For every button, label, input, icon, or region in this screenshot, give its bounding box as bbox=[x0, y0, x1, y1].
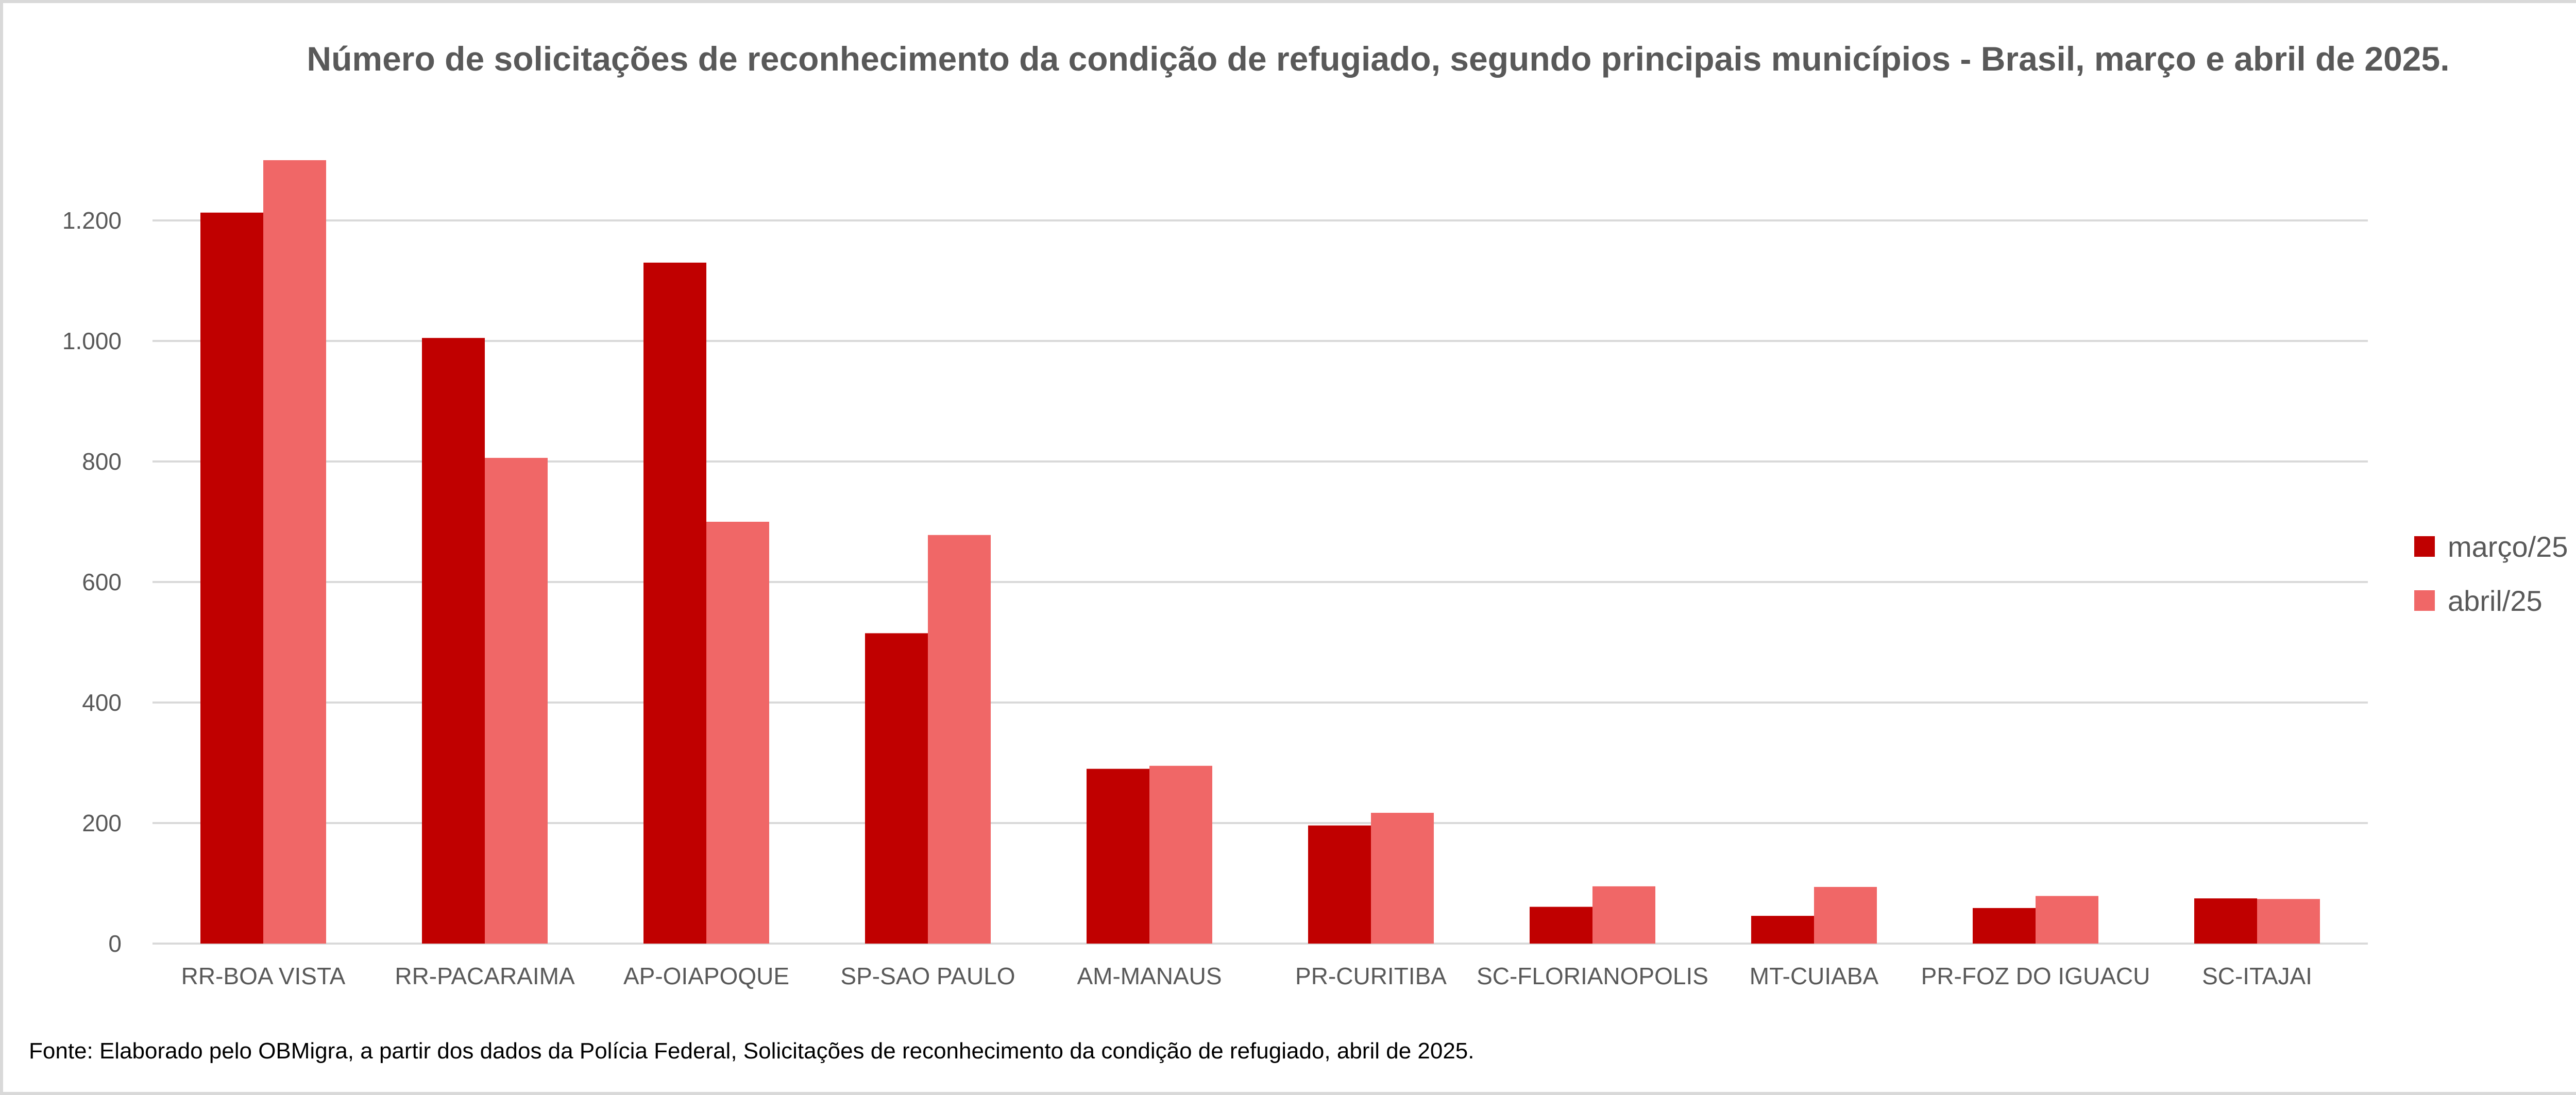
x-tick-label: SP-SAO PAULO bbox=[840, 963, 1015, 989]
bar-marco bbox=[422, 338, 485, 944]
bar-chart: 0 200 400 600 800 1.000 1.200 RR-BOA VISTA RR-PA… bbox=[62, 160, 2568, 989]
bar-abril bbox=[706, 522, 769, 944]
legend-label: março/25 bbox=[2448, 531, 2568, 563]
x-tick-label: SC-ITAJAI bbox=[2202, 963, 2312, 989]
y-tick-label: 800 bbox=[82, 448, 122, 475]
bar-abril bbox=[1814, 887, 1877, 944]
bar-abril bbox=[928, 535, 991, 944]
bar-abril bbox=[2257, 899, 2320, 944]
bar-marco bbox=[1973, 908, 2036, 944]
x-tick-label: MT-CUIABA bbox=[1750, 963, 1879, 989]
bar-marco bbox=[2194, 898, 2257, 944]
x-tick-label: AM-MANAUS bbox=[1077, 963, 1222, 989]
bar-abril bbox=[1149, 765, 1212, 944]
y-tick-label: 400 bbox=[82, 689, 122, 716]
source-note: Fonte: Elaborado pelo OBMigra, a partir … bbox=[29, 1038, 1475, 1064]
x-tick-label: SC-FLORIANOPOLIS bbox=[1477, 963, 1708, 989]
bar-marco bbox=[1530, 906, 1592, 944]
bar-abril bbox=[485, 457, 548, 944]
bar-marco bbox=[1308, 825, 1371, 944]
bar-marco bbox=[1087, 768, 1149, 944]
y-tick-label: 200 bbox=[82, 810, 122, 836]
x-tick-label: RR-PACARAIMA bbox=[395, 963, 575, 989]
bar-abril bbox=[1371, 813, 1434, 944]
x-tick-label: PR-FOZ DO IGUACU bbox=[1921, 963, 2150, 989]
legend-swatch bbox=[2414, 590, 2435, 611]
bar-marco bbox=[1751, 916, 1814, 944]
y-tick-label: 0 bbox=[108, 930, 122, 957]
bar-abril bbox=[1592, 886, 1655, 944]
y-tick-label: 600 bbox=[82, 569, 122, 595]
x-tick-label: RR-BOA VISTA bbox=[181, 963, 346, 989]
bar-marco bbox=[200, 212, 263, 944]
bar-abril bbox=[2036, 896, 2098, 944]
bar-marco bbox=[643, 262, 706, 944]
y-tick-label: 1.200 bbox=[62, 207, 122, 234]
x-tick-label: PR-CURITIBA bbox=[1295, 963, 1447, 989]
legend-swatch bbox=[2414, 536, 2435, 557]
legend-label: abril/25 bbox=[2448, 585, 2543, 617]
bar-marco bbox=[865, 633, 928, 944]
chart-title: Número de solicitações de reconhecimento… bbox=[307, 40, 2450, 78]
x-tick-label: AP-OIAPOQUE bbox=[623, 963, 789, 989]
y-tick-label: 1.000 bbox=[62, 328, 122, 354]
bar-abril bbox=[263, 160, 326, 944]
